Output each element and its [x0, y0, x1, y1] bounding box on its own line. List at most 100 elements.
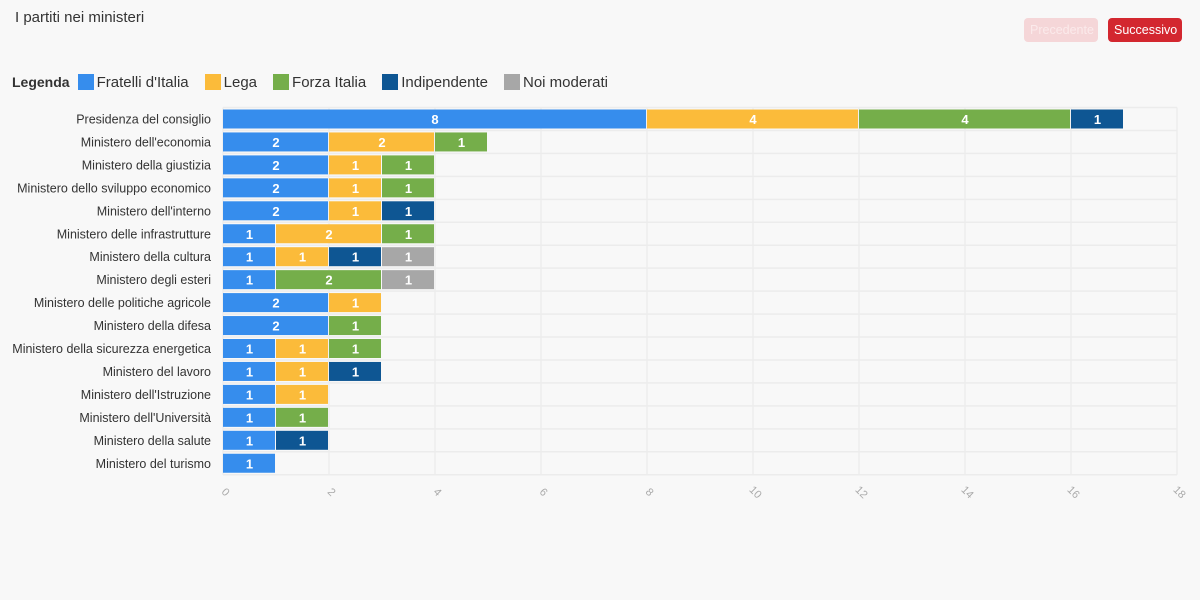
bar-value-label: 1 [405, 273, 412, 288]
bar-value-label: 1 [352, 319, 359, 334]
legend-label: Lega [223, 73, 258, 91]
bar-value-label: 1 [458, 135, 465, 150]
bar-segment [223, 247, 275, 267]
x-tick-label: 4 [431, 486, 444, 499]
bar-value-label: 2 [272, 181, 279, 196]
bar-value-label: 1 [352, 342, 359, 357]
bar-segment [276, 339, 328, 358]
bar-value-label: 1 [405, 158, 412, 173]
category-label: Ministero della giustizia [82, 158, 211, 172]
bar-segment [382, 201, 434, 221]
bar-segment [223, 339, 275, 358]
bar-value-label: 2 [325, 227, 332, 242]
category-label: Ministero della difesa [94, 319, 211, 333]
bar-value-label: 2 [272, 319, 279, 334]
bar-segment [276, 247, 328, 267]
next-button[interactable]: Successivo [1108, 18, 1182, 42]
bar-value-label: 8 [431, 112, 438, 127]
bar-segment [329, 339, 381, 358]
bar-value-label: 1 [352, 250, 359, 265]
bar-segment [276, 270, 381, 290]
bar-value-label: 1 [352, 204, 359, 219]
bar-value-label: 1 [246, 456, 253, 471]
legend-item[interactable]: Fratelli d'Italia [77, 73, 189, 91]
legend-label: Fratelli d'Italia [96, 73, 189, 91]
bar-segment [382, 270, 434, 290]
bar-segment [276, 407, 328, 427]
bar-value-label: 2 [325, 273, 332, 288]
legend-item[interactable]: Noi moderati [503, 74, 608, 91]
bar-segment [435, 132, 487, 152]
bar-segment [329, 247, 381, 267]
x-tick-label: 14 [959, 484, 976, 501]
bar-value-label: 1 [246, 227, 253, 242]
legend-items: Fratelli d'Italia Lega Forza Italia Indipen… [77, 73, 624, 91]
page-title: I partiti nei ministeri [15, 9, 145, 26]
bar-value-label: 1 [246, 387, 253, 402]
legend-swatch [204, 74, 221, 90]
bar-segment [382, 178, 434, 198]
category-label: Ministero dell'Università [79, 411, 211, 425]
bar-value-label: 1 [405, 181, 412, 196]
bar-value-label: 1 [405, 227, 412, 242]
bar-value-label: 2 [272, 135, 279, 150]
legend: Legenda Fratelli d'Italia Lega Forza Itali… [12, 72, 624, 92]
bar-segment [859, 109, 1070, 129]
category-label: Ministero del lavoro [103, 365, 211, 379]
category-label: Ministero del turismo [96, 457, 211, 471]
legend-item[interactable]: Forza Italia [273, 74, 366, 91]
bar-value-label: 1 [405, 204, 412, 219]
category-label: Ministero delle infrastrutture [57, 227, 211, 241]
bar-segment [223, 224, 275, 244]
bar-segment [223, 270, 275, 290]
bar-value-label: 1 [299, 342, 306, 357]
bar-segment [223, 132, 328, 152]
bar-value-label: 1 [299, 250, 306, 265]
previous-button[interactable]: Precedente [1024, 18, 1098, 42]
x-tick-label: 18 [1171, 484, 1188, 501]
bar-value-label: 1 [299, 364, 306, 379]
bar-value-label: 1 [246, 433, 253, 448]
bar-value-label: 2 [272, 296, 279, 311]
bar-segment [276, 361, 328, 381]
x-tick-label: 0 [219, 486, 232, 499]
bar-segment [223, 361, 275, 381]
x-tick-label: 8 [643, 486, 656, 499]
bar-segment [329, 201, 381, 221]
legend-swatch [273, 74, 290, 90]
legend-item[interactable]: Indipendente [382, 74, 488, 91]
legend-swatch [503, 74, 520, 90]
bar-segment [647, 109, 858, 129]
category-label: Ministero dell'Istruzione [81, 388, 211, 402]
bar-segment [329, 316, 381, 336]
legend-label: Indipendente [401, 73, 488, 91]
bar-value-label: 1 [246, 250, 253, 265]
bar-segment [382, 155, 434, 175]
bar-segment [276, 430, 328, 450]
bar-segment [223, 109, 646, 129]
bar-segment [223, 178, 328, 198]
legend-item[interactable]: Lega [204, 73, 258, 91]
bar-segment [329, 361, 381, 381]
bar-value-label: 1 [352, 364, 359, 379]
bar-value-label: 1 [352, 181, 359, 196]
bar-segment [223, 201, 328, 221]
bar-value-label: 2 [272, 204, 279, 219]
bar-value-label: 1 [246, 364, 253, 379]
bar-segment [329, 155, 381, 175]
bar-value-label: 1 [246, 273, 253, 288]
bar-segment [223, 293, 328, 313]
legend-label: Forza Italia [292, 73, 367, 91]
x-tick-label: 6 [537, 486, 550, 499]
bar-value-label: 1 [246, 410, 253, 425]
bar-segment [223, 384, 275, 404]
bar-segment [276, 224, 381, 244]
bar-segment [223, 453, 275, 473]
category-label: Ministero dell'interno [97, 204, 211, 218]
bar-segment [382, 224, 434, 244]
x-tick-label: 12 [853, 484, 870, 501]
category-label: Ministero degli esteri [96, 273, 211, 287]
legend-swatch [77, 74, 94, 90]
